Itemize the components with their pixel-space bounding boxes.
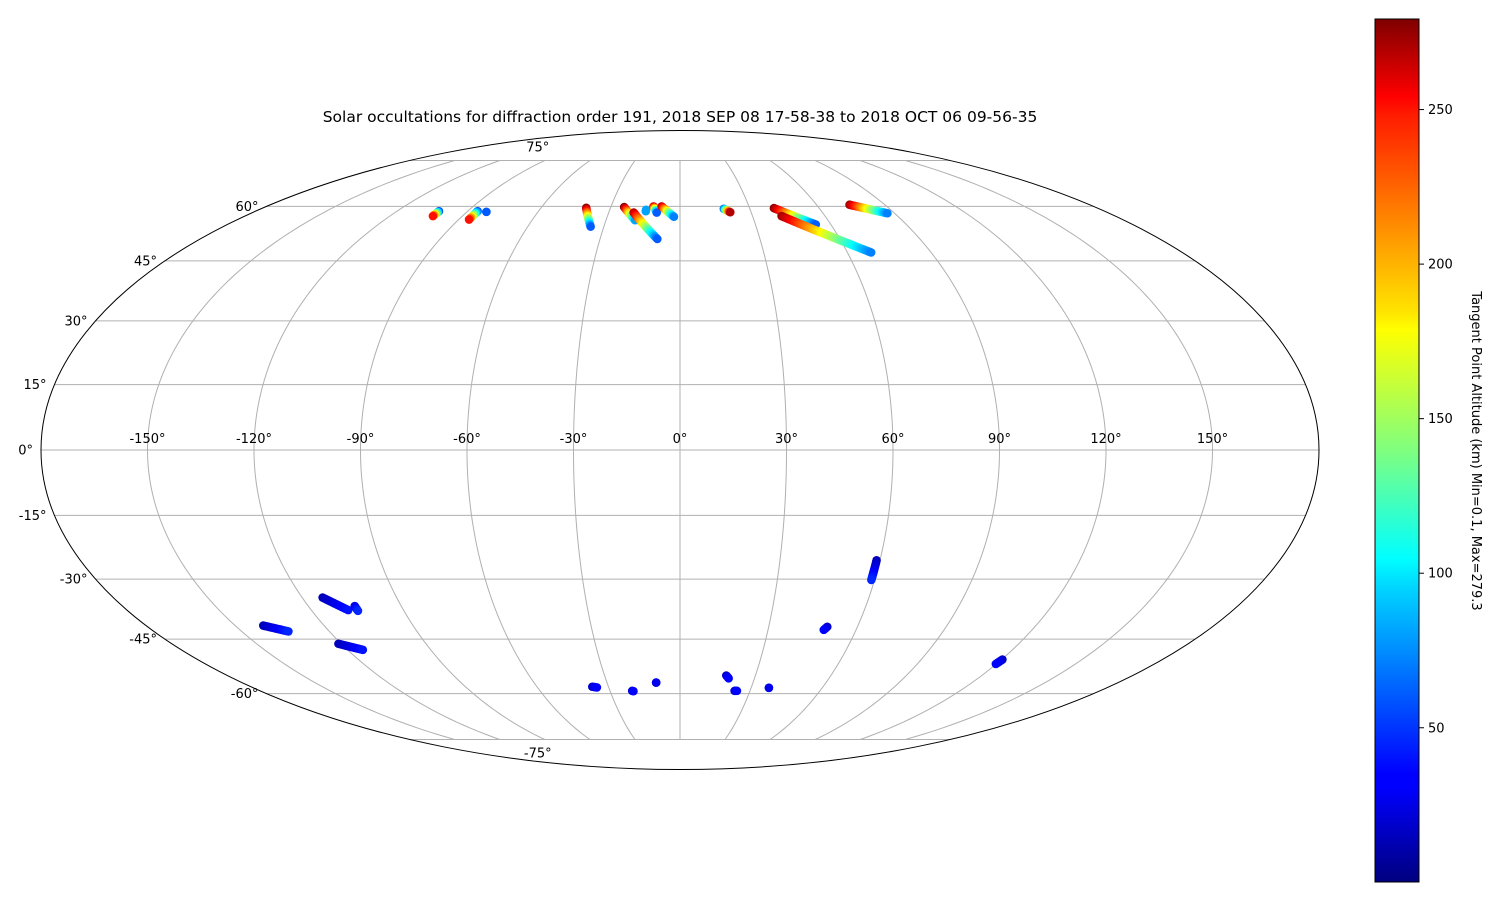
occultation-point xyxy=(819,625,829,635)
latitude-tick-label: 30° xyxy=(64,314,87,329)
longitude-tick-label: 60° xyxy=(881,432,904,447)
latitude-tick-label: 60° xyxy=(235,200,258,215)
longitude-tick-label: 150° xyxy=(1197,432,1228,447)
chart-title: Solar occultations for diffraction order… xyxy=(323,108,1038,126)
latitude-tick-label: 15° xyxy=(23,378,46,393)
longitude-tick-label: -30° xyxy=(560,432,588,447)
occultation-point xyxy=(641,206,651,216)
occultation-point xyxy=(724,674,733,683)
colorbar-gradient xyxy=(1374,18,1420,883)
occultation-point xyxy=(883,208,892,218)
latitude-tick-label: -30° xyxy=(60,573,88,588)
occultation-point xyxy=(343,605,353,615)
occultation-point xyxy=(428,211,438,221)
occultation-point xyxy=(669,212,679,222)
longitude-tick-label: -90° xyxy=(347,432,375,447)
latitude-tick-label: 75° xyxy=(526,140,549,155)
occultation-point xyxy=(652,208,662,217)
occultation-point xyxy=(991,659,1001,669)
longitude-gridline xyxy=(724,160,788,740)
colorbar-tick-label: 150 xyxy=(1428,412,1453,427)
occultation-point xyxy=(464,215,474,224)
colorbar-tick-label: 50 xyxy=(1428,721,1445,736)
longitude-gridline xyxy=(466,160,591,740)
colorbar: 50 100 150 200 250 Tangent Point Altitude (k… xyxy=(1374,18,1483,883)
longitude-gridline xyxy=(814,160,1001,740)
colorbar-tick-label: 250 xyxy=(1428,103,1453,118)
occultation-point xyxy=(284,627,293,636)
colorbar-label: Tangent Point Altitude (km) Min=0.1, Max… xyxy=(1468,290,1483,610)
occultation-point xyxy=(358,645,368,655)
latitude-tick-label: -15° xyxy=(19,509,47,524)
occultation-point xyxy=(732,686,742,696)
latitude-tick-label: -45° xyxy=(129,633,157,648)
colorbar-tick-label: 100 xyxy=(1428,567,1453,582)
longitude-tick-label: -150° xyxy=(129,432,165,447)
occultation-point xyxy=(482,207,491,217)
occultation-point xyxy=(725,207,735,217)
longitude-gridline xyxy=(253,160,500,740)
occultation-point xyxy=(353,606,363,616)
longitude-gridline xyxy=(146,160,455,740)
longitude-gridline xyxy=(572,160,636,740)
occultation-point xyxy=(586,222,595,231)
map-gridlines xyxy=(41,160,1319,740)
occultation-point xyxy=(629,686,638,696)
occultation-point xyxy=(867,575,876,585)
longitude-tick-label: -60° xyxy=(453,432,481,447)
occultation-points xyxy=(258,200,1007,696)
longitude-gridline xyxy=(905,160,1214,740)
latitude-tick-label: 45° xyxy=(134,254,157,269)
occultation-point xyxy=(653,234,662,244)
occultation-point xyxy=(866,248,876,257)
colorbar-tick-label: 200 xyxy=(1428,258,1453,273)
longitude-tick-label: -120° xyxy=(236,432,272,447)
occultation-point xyxy=(592,683,602,692)
occultation-point xyxy=(651,678,661,687)
latitude-tick-label: -60° xyxy=(231,687,259,702)
map-outline xyxy=(40,130,1320,770)
map-boundary xyxy=(40,130,1320,770)
latitude-tick-label: -75° xyxy=(524,747,552,762)
longitude-tick-label: 120° xyxy=(1090,432,1121,447)
longitude-tick-label: 90° xyxy=(988,432,1011,447)
latitude-tick-labels: 75° 60° 45° 30° 15° 0° -15° -30° -45° -60° -75° xyxy=(18,140,551,761)
colorbar-ticks: 50 100 150 200 250 xyxy=(1419,103,1453,736)
longitude-tick-label: 30° xyxy=(775,432,798,447)
latitude-tick-label: 0° xyxy=(18,444,33,459)
longitude-tick-label: 0° xyxy=(673,432,688,447)
longitude-gridline xyxy=(359,160,546,740)
occultation-point xyxy=(764,683,774,693)
longitude-tick-labels: -150° -120° -90° -60° -30° 0° 30° 60° 90° 120° 150… xyxy=(129,432,1228,447)
